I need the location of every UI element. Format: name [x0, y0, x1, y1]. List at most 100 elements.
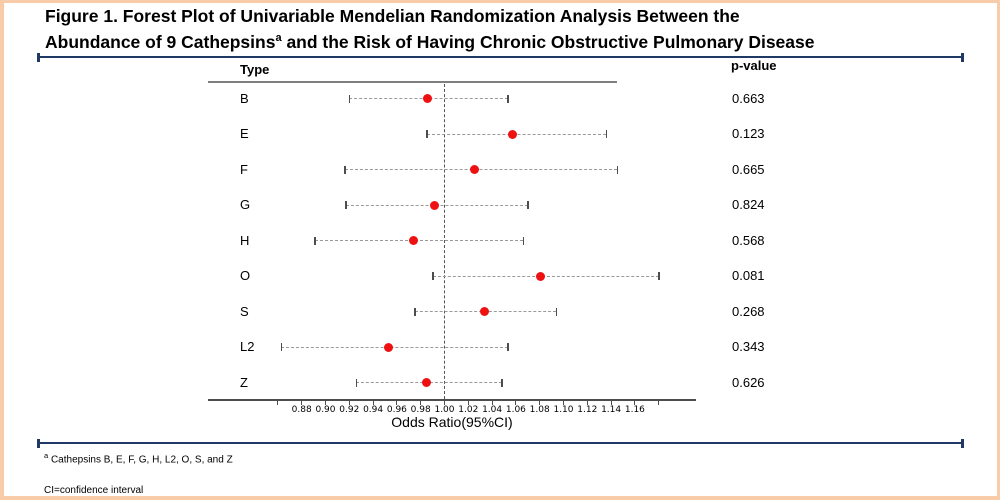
ci-cap-left [414, 307, 416, 316]
or-point [384, 342, 394, 352]
x-axis-tick [301, 400, 303, 405]
ci-cap-left [432, 272, 434, 280]
row-p-value: 0.081 [732, 268, 765, 283]
x-axis-tick-label: 0.96 [386, 405, 407, 415]
or-point [423, 94, 433, 103]
ci-cap-left [280, 343, 283, 351]
row-type-label: H [240, 232, 250, 248]
x-axis-tick-label: 1.04 [482, 405, 503, 415]
row-p-value: 0.268 [732, 303, 765, 319]
pvalue-column-header: p-value [731, 58, 777, 73]
x-axis-label: Odds Ratio(95%CI) [391, 414, 513, 430]
row-type-label: S [240, 303, 249, 319]
row-type-label: G [240, 197, 251, 212]
ci-cap-right [616, 165, 619, 174]
row-p-value: 0.663 [732, 90, 765, 106]
x-axis-tick [610, 400, 612, 405]
or-point [422, 378, 432, 387]
row-p-value: 0.568 [732, 232, 765, 248]
frame-bottom-border [0, 496, 1000, 500]
ci-cap-right [605, 130, 608, 138]
figure-title: Figure 1. Forest Plot of Univariable Men… [45, 6, 945, 53]
or-point [409, 236, 419, 245]
x-axis-tick-label: 1.08 [529, 405, 550, 415]
x-axis-tick [539, 400, 541, 405]
frame-right-border [997, 0, 1000, 500]
footnote-cathepsins-text: Cathepsins B, E, F, G, H, L2, O, S, and … [48, 454, 233, 466]
x-axis-tick-label: 1.00 [434, 405, 455, 415]
or-point [480, 307, 490, 316]
ci-cap-right [507, 343, 509, 351]
x-axis-tick-label: 0.98 [410, 405, 431, 415]
frame-top-border [0, 0, 1000, 3]
row-type-label: L2 [240, 339, 255, 354]
x-axis-tick-label: 1.16 [624, 405, 645, 415]
ci-whisker [432, 275, 659, 277]
x-axis-tick-label: 0.90 [315, 405, 336, 415]
x-axis-minor-tick [658, 400, 660, 405]
header-underline [208, 81, 617, 83]
title-superscript: a [275, 31, 282, 44]
ci-cap-right [507, 94, 509, 103]
x-axis-minor-tick [277, 400, 279, 405]
ci-cap-left [355, 378, 358, 387]
ci-cap-left [314, 236, 316, 245]
x-axis-tick [491, 400, 493, 405]
ci-whisker [314, 240, 524, 241]
ci-cap-right [501, 378, 503, 387]
row-p-value: 0.665 [732, 161, 765, 177]
row-type-label: F [240, 161, 248, 177]
x-axis-tick [563, 400, 564, 405]
x-axis-tick [634, 400, 636, 405]
title-line1: Figure 1. Forest Plot of Univariable Men… [45, 6, 740, 26]
or-point [507, 129, 517, 139]
row-type-label: O [240, 268, 251, 283]
x-axis-tick-label: 1.12 [577, 405, 598, 415]
bottom-divider-rule [37, 438, 964, 448]
or-point [536, 271, 546, 281]
type-column-header: Type [240, 62, 270, 77]
top-divider-rule [37, 52, 964, 62]
row-p-value: 0.343 [732, 339, 765, 354]
x-axis-tick-label: 1.10 [553, 405, 574, 415]
x-axis-tick [420, 400, 422, 405]
x-axis-tick [515, 400, 517, 405]
x-axis-tick [348, 400, 350, 405]
x-axis-tick-label: 0.92 [339, 405, 360, 415]
x-axis-tick-label: 1.06 [505, 405, 526, 415]
title-line2-prefix: Abundance of 9 Cathepsins [45, 31, 276, 52]
frame-left-border [0, 0, 4, 500]
footnote-superscript: a [44, 451, 49, 460]
x-axis-tick-label: 1.14 [601, 405, 622, 415]
reference-line [444, 84, 445, 399]
x-axis-tick [325, 400, 326, 405]
ci-whisker [344, 169, 618, 170]
row-type-label: Z [240, 374, 248, 390]
ci-cap-left [345, 201, 347, 209]
ci-cap-left [344, 165, 346, 174]
title-line2-suffix: and the Risk of Having Chronic Obstructi… [281, 31, 815, 52]
or-point [469, 165, 479, 174]
row-type-label: E [240, 126, 249, 141]
x-axis-tick [467, 400, 469, 405]
x-axis-tick [586, 400, 588, 405]
ci-cap-left [426, 130, 428, 138]
ci-cap-right [527, 201, 529, 209]
footnote-ci-definition: CI=confidence interval [44, 485, 144, 496]
x-axis-tick-label: 0.88 [291, 405, 312, 415]
ci-cap-left [348, 94, 351, 103]
row-p-value: 0.626 [732, 374, 765, 390]
ci-cap-right [555, 307, 558, 316]
ci-cap-right [658, 272, 660, 280]
x-axis-tick [396, 400, 398, 405]
footnote-cathepsins: a Cathepsins B, E, F, G, H, L2, O, S, an… [44, 451, 233, 465]
or-point [430, 200, 440, 210]
row-type-label: B [240, 90, 249, 106]
ci-whisker [281, 346, 508, 348]
row-p-value: 0.123 [732, 126, 765, 141]
x-axis-tick-label: 0.94 [363, 405, 384, 415]
row-p-value: 0.824 [732, 197, 765, 212]
x-axis-tick-label: 1.02 [458, 405, 479, 415]
x-axis-tick [444, 400, 445, 405]
